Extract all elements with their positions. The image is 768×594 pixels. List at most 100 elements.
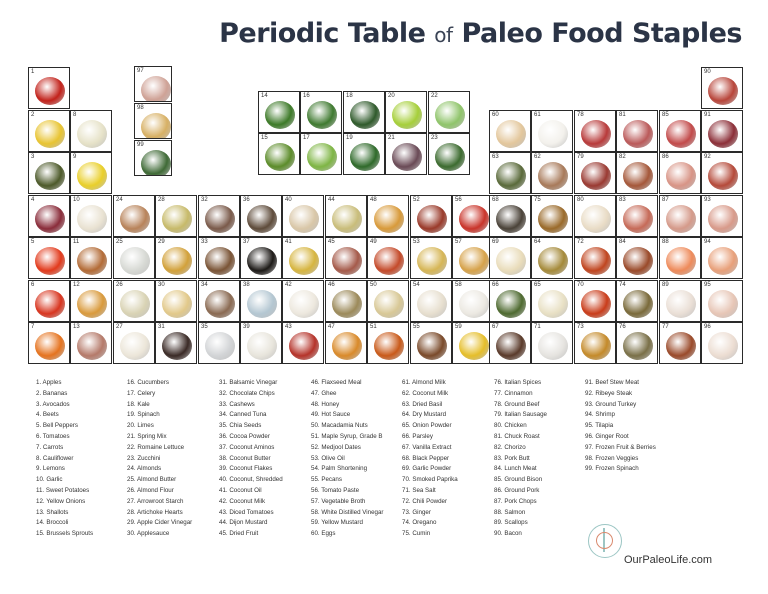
legend-item: 47. Ghee xyxy=(311,389,337,397)
food-photo-icon xyxy=(350,143,380,171)
title-of: of xyxy=(434,23,453,47)
element-cell: 14 xyxy=(258,91,300,133)
element-cell: 34 xyxy=(198,280,240,322)
periodic-table-grid: 1 2 3 4 5 6 7 8 9 10 11 12 13 14 15 16 17 18 19 20 21 22 23 24 2… xyxy=(28,66,743,364)
element-number: 67 xyxy=(492,324,499,330)
element-cell: 28 xyxy=(155,195,197,237)
legend-item: 62. Coconut Milk xyxy=(402,389,449,397)
element-cell: 2 xyxy=(28,110,70,152)
element-number: 29 xyxy=(158,239,165,245)
element-cell: 57 xyxy=(452,237,494,279)
legend-item: 97. Frozen Fruit & Berries xyxy=(585,443,656,451)
food-photo-icon xyxy=(435,101,465,129)
food-photo-icon xyxy=(35,332,65,360)
element-cell: 46 xyxy=(325,280,367,322)
food-photo-icon xyxy=(162,290,192,318)
legend-item: 60. Eggs xyxy=(311,530,336,538)
element-number: 25 xyxy=(116,239,123,245)
element-cell: 32 xyxy=(198,195,240,237)
legend-item: 40. Coconut, Shredded xyxy=(219,476,283,484)
element-cell: 89 xyxy=(659,280,701,322)
legend-item: 15. Brussels Sprouts xyxy=(36,530,94,538)
element-number: 84 xyxy=(619,239,626,245)
legend-item: 59. Yellow Mustard xyxy=(311,519,363,527)
element-cell: 15 xyxy=(258,133,300,175)
element-number: 53 xyxy=(413,239,420,245)
element-number: 11 xyxy=(73,239,80,245)
legend-item: 20. Limes xyxy=(127,422,154,430)
legend-item: 81. Chuck Roast xyxy=(494,432,540,440)
element-number: 38 xyxy=(243,282,250,288)
element-cell: 21 xyxy=(385,133,427,175)
legend-item: 8. Cauliflower xyxy=(36,454,74,462)
element-cell: 85 xyxy=(659,110,701,152)
element-number: 19 xyxy=(346,135,353,141)
food-photo-icon xyxy=(35,120,65,148)
food-photo-icon xyxy=(708,77,738,105)
element-number: 9 xyxy=(73,154,77,160)
food-photo-icon xyxy=(417,290,447,318)
legend-item: 16. Cucumbers xyxy=(127,379,169,386)
legend-item: 53. Olive Oil xyxy=(311,454,345,462)
food-photo-icon xyxy=(708,247,738,275)
element-cell: 76 xyxy=(616,322,658,364)
food-photo-icon xyxy=(581,332,611,360)
legend-item: 17. Celery xyxy=(127,389,156,397)
element-cell: 95 xyxy=(701,280,743,322)
page-title: Periodic Table of Paleo Food Staples xyxy=(0,18,742,49)
element-number: 57 xyxy=(455,239,462,245)
legend-item: 6. Tomatoes xyxy=(36,432,70,440)
legend-item: 25. Almond Butter xyxy=(127,476,177,484)
element-cell: 56 xyxy=(452,195,494,237)
element-cell: 16 xyxy=(300,91,342,133)
food-photo-icon xyxy=(581,205,611,233)
food-photo-icon xyxy=(247,247,277,275)
food-photo-icon xyxy=(374,205,404,233)
legend-item: 51. Maple Syrup, Grade B xyxy=(311,432,383,440)
element-cell: 61 xyxy=(531,110,573,152)
food-photo-icon xyxy=(623,205,653,233)
legend-item: 37. Coconut Aminos xyxy=(219,443,275,451)
legend-item: 4. Beets xyxy=(36,411,59,419)
legend-item: 38. Coconut Butter xyxy=(219,454,271,462)
element-number: 1 xyxy=(31,69,35,75)
element-cell: 53 xyxy=(410,237,452,279)
legend-item: 73. Ginger xyxy=(402,508,431,516)
element-number: 23 xyxy=(431,135,438,141)
element-cell: 10 xyxy=(70,195,112,237)
element-number: 49 xyxy=(370,239,377,245)
element-cell: 70 xyxy=(574,280,616,322)
element-number: 99 xyxy=(137,142,144,148)
element-number: 81 xyxy=(619,112,626,118)
element-number: 75 xyxy=(534,197,541,203)
element-number: 48 xyxy=(370,197,377,203)
element-number: 66 xyxy=(492,282,499,288)
legend-item: 67. Vanilla Extract xyxy=(402,443,452,451)
legend-item: 87. Pork Chops xyxy=(494,497,537,505)
element-number: 73 xyxy=(577,324,584,330)
element-number: 61 xyxy=(534,112,541,118)
legend-item: 28. Artichoke Hearts xyxy=(127,508,183,516)
legend-item: 30. Applesauce xyxy=(127,530,170,538)
element-cell: 94 xyxy=(701,237,743,279)
legend-item: 58. White Distilled Vinegar xyxy=(311,508,384,516)
element-cell: 86 xyxy=(659,152,701,194)
element-cell: 9 xyxy=(70,152,112,194)
element-number: 64 xyxy=(534,239,541,245)
legend-item: 92. Ribeye Steak xyxy=(585,389,633,397)
food-photo-icon xyxy=(392,143,422,171)
element-number: 58 xyxy=(455,282,462,288)
element-number: 17 xyxy=(303,135,310,141)
legend-item: 49. Hot Sauce xyxy=(311,411,351,419)
element-number: 80 xyxy=(577,197,584,203)
food-photo-icon xyxy=(708,205,738,233)
element-cell: 45 xyxy=(325,237,367,279)
element-cell: 35 xyxy=(198,322,240,364)
legend-item: 11. Sweet Potatoes xyxy=(36,486,90,494)
element-cell: 54 xyxy=(410,280,452,322)
legend-item: 85. Ground Bison xyxy=(494,476,543,484)
legend-item: 83. Pork Butt xyxy=(494,454,530,462)
element-number: 51 xyxy=(370,324,377,330)
element-number: 91 xyxy=(704,112,711,118)
element-cell: 59 xyxy=(452,322,494,364)
